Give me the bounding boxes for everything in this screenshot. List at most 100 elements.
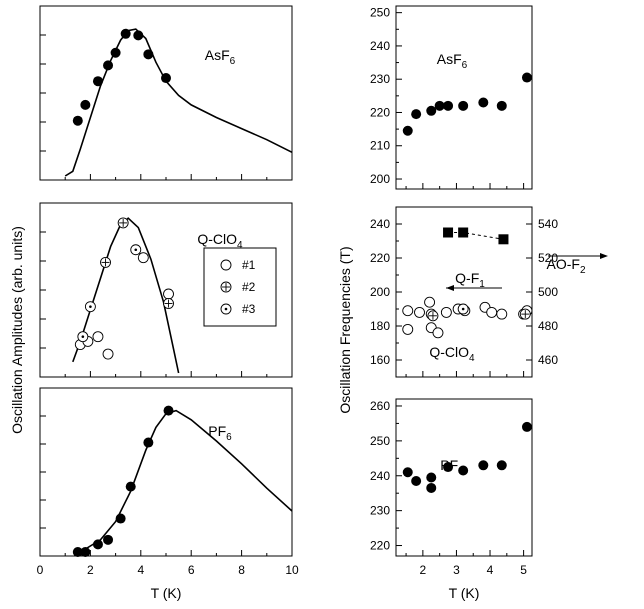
y-tick-label: 220 xyxy=(370,539,390,553)
legend-box xyxy=(203,247,277,327)
data-point xyxy=(496,460,507,471)
y-tick-label: 160 xyxy=(370,353,390,367)
panel-label: PF6 xyxy=(208,423,232,443)
annotation-aof2: AO-F2 xyxy=(546,256,585,276)
data-point xyxy=(443,227,454,238)
y-tick-label: 240 xyxy=(370,217,390,231)
data-point xyxy=(143,437,154,448)
legend-label: #1 xyxy=(242,258,256,272)
panel-asf6-frequency: 200 210 220 230 240 250 AsF6 xyxy=(370,5,533,190)
y2-tick-label: 520 xyxy=(538,251,558,265)
arrow-right-head xyxy=(600,253,608,259)
theory-curve xyxy=(75,409,293,553)
y-tick-label: 200 xyxy=(370,172,390,186)
y2-tick-label: 480 xyxy=(538,319,558,333)
data-point xyxy=(458,465,469,476)
y-tick-label: 200 xyxy=(370,285,390,299)
data-point xyxy=(103,60,114,71)
x-tick-label: 8 xyxy=(238,563,245,577)
x-tick-label: 10 xyxy=(285,563,299,577)
x-tick-label: 2 xyxy=(87,563,94,577)
data-point xyxy=(80,99,91,110)
data-point xyxy=(163,298,174,309)
panel-label: AsF6 xyxy=(205,47,236,67)
data-point xyxy=(72,547,83,557)
data-point xyxy=(92,331,104,343)
data-point xyxy=(426,105,437,116)
x-tick-label: 2 xyxy=(420,563,427,577)
y-tick-label: 240 xyxy=(370,469,390,483)
legend-label: #2 xyxy=(242,280,256,294)
data-point xyxy=(103,534,114,545)
data-point xyxy=(443,100,454,111)
data-point xyxy=(478,460,489,471)
legend-marker xyxy=(220,259,232,271)
data-point xyxy=(478,97,489,108)
y-tick-label: 180 xyxy=(370,319,390,333)
panel-asf6-amplitude: AsF6 xyxy=(39,5,293,181)
data-point xyxy=(486,306,498,318)
data-point xyxy=(426,482,437,493)
legend-marker xyxy=(220,303,232,315)
data-point xyxy=(498,234,509,245)
data-point xyxy=(496,100,507,111)
panel-label: AsF6 xyxy=(437,51,468,71)
data-point xyxy=(72,115,83,126)
data-point xyxy=(432,327,444,339)
data-point xyxy=(458,100,469,111)
x-tick-label: 5 xyxy=(520,563,527,577)
ao-f2-dashed-line xyxy=(448,232,504,240)
data-point xyxy=(117,217,129,229)
data-point xyxy=(137,252,149,264)
data-point xyxy=(133,30,144,41)
data-point xyxy=(457,303,469,315)
legend-label: #3 xyxy=(242,302,256,316)
data-point xyxy=(92,76,103,87)
x-axis-label: T (K) xyxy=(151,585,182,601)
theory-curve xyxy=(64,28,293,177)
panel-label: Q-ClO4 xyxy=(197,231,243,251)
data-point xyxy=(402,125,413,136)
panel-label: PF6 xyxy=(440,457,464,477)
x-tick-label: 4 xyxy=(487,563,494,577)
y-tick-label: 220 xyxy=(370,251,390,265)
data-point xyxy=(143,49,154,60)
legend: #1 #2 #3 xyxy=(203,247,277,327)
y-tick-label: 250 xyxy=(370,434,390,448)
data-point xyxy=(411,109,422,120)
plot-frame xyxy=(39,5,293,181)
y2-tick-label: 460 xyxy=(538,353,558,367)
data-point xyxy=(84,301,96,313)
x-tick-label: 6 xyxy=(188,563,195,577)
data-point xyxy=(402,305,414,317)
x-tick-label: 3 xyxy=(453,563,460,577)
panel-pf6-frequency: 220 230 240 250 260 2 3 4 5 T (K) PF6 xyxy=(370,398,533,601)
annotation-qf1: Q-F1 xyxy=(455,270,485,290)
y-tick-label: 230 xyxy=(370,504,390,518)
data-point xyxy=(402,467,413,478)
arrow-left-head xyxy=(446,285,454,291)
data-point xyxy=(77,331,89,343)
data-point xyxy=(496,308,508,320)
x-tick-label: 0 xyxy=(37,563,44,577)
theory-curve xyxy=(72,217,180,374)
data-point xyxy=(130,244,142,256)
data-point xyxy=(440,306,452,318)
data-point xyxy=(521,72,532,83)
panel-qclo4-amplitude: Q-ClO4 #1 #2 #3 xyxy=(39,202,293,378)
y-tick-label: 240 xyxy=(370,39,390,53)
x-axis-label: T (K) xyxy=(449,585,480,601)
data-point xyxy=(426,472,437,483)
x-tick-label: 4 xyxy=(137,563,144,577)
data-point xyxy=(102,348,114,360)
panel-label: Q-ClO4 xyxy=(429,344,475,364)
data-point xyxy=(92,539,103,550)
data-point xyxy=(100,256,111,268)
y-tick-label: 230 xyxy=(370,72,390,86)
panel-pf6-amplitude: 0 2 4 6 8 10 T (K) PF6 xyxy=(37,387,299,601)
y-tick-label: 250 xyxy=(370,6,390,20)
data-point xyxy=(424,296,436,308)
data-point xyxy=(110,47,121,58)
data-point xyxy=(120,28,131,39)
